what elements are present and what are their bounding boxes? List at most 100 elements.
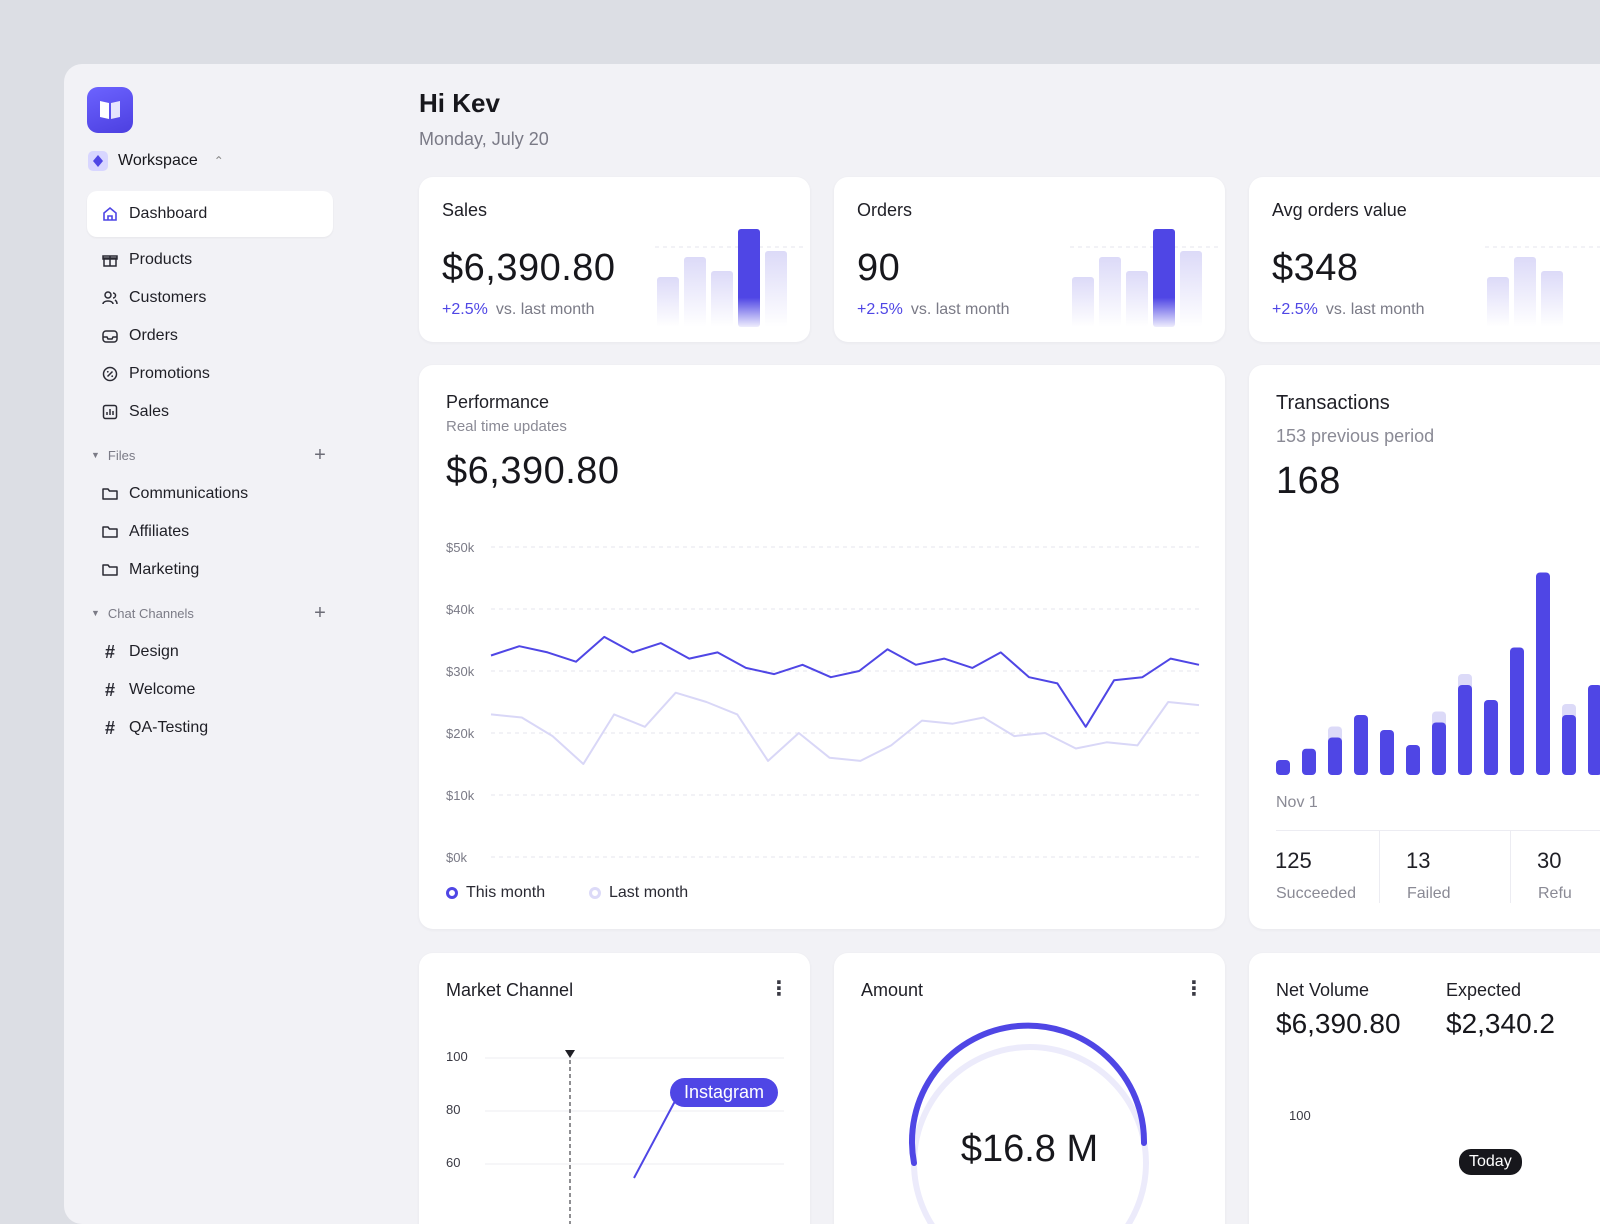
net-volume-title: Net Volume <box>1276 980 1370 1000</box>
stat-refunded-label: Refu <box>1538 885 1572 902</box>
gift-icon <box>102 255 118 267</box>
legend-label: Last month <box>609 884 689 901</box>
sidebar-item-products[interactable]: Products <box>87 241 333 279</box>
sidebar-item-label: Welcome <box>129 681 196 698</box>
workspace-icon <box>88 151 108 171</box>
sidebar-item-label: Promotions <box>129 365 210 382</box>
folder-icon <box>102 526 118 538</box>
amount-arc <box>909 1022 1148 1166</box>
sidebar-item-label: Products <box>129 251 193 268</box>
net-volume-value: $6,390.80 <box>1276 1008 1401 1039</box>
stat-failed-label: Failed <box>1407 885 1451 902</box>
performance-title: Performance <box>446 392 550 412</box>
sidebar-item-customers[interactable]: Customers <box>87 279 333 317</box>
chat-section-label: Chat Channels <box>107 605 194 621</box>
kpi-delta: +2.5% vs. last month <box>1272 301 1425 319</box>
spark-bar <box>1099 257 1121 327</box>
expected-title: Expected <box>1446 980 1522 1000</box>
kpi-card-avg-order-value[interactable]: Avg orders value $348 +2.5% vs. last mont… <box>1249 177 1600 342</box>
y-tick-label: $20k <box>446 726 475 741</box>
stat-refunded-value: 30 <box>1537 848 1562 873</box>
y-tick-label: 100 <box>1289 1108 1311 1123</box>
y-tick-label: $0k <box>446 850 467 865</box>
chat-channels-section-header[interactable]: ▼ Chat Channels + <box>87 593 333 633</box>
performance-card: Performance Real time updates $6,390.80 … <box>419 365 1225 929</box>
series-line <box>490 691 1200 765</box>
sidebar-item-label: Marketing <box>129 561 200 578</box>
kpi-delta-text: vs. last month <box>1325 301 1425 318</box>
sidebar-item-promotions[interactable]: Promotions <box>87 355 333 393</box>
divider <box>1510 831 1511 903</box>
stat-succeeded-label: Succeeded <box>1276 885 1357 902</box>
sidebar-item-qa-testing[interactable]: # QA-Testing <box>87 709 333 747</box>
transaction-bar <box>1510 647 1524 775</box>
series-line <box>490 635 1200 728</box>
y-tick-label: 60 <box>446 1155 461 1170</box>
inbox-icon <box>102 330 118 343</box>
transactions-title: Transactions <box>1276 392 1390 414</box>
spark-bar <box>684 257 706 327</box>
sidebar-item-label: Sales <box>129 403 170 420</box>
home-icon <box>103 206 117 221</box>
add-channel-icon[interactable]: + <box>314 601 326 624</box>
legend-this-month[interactable]: This month <box>446 884 545 902</box>
spark-bar <box>1126 271 1148 327</box>
divider <box>1379 831 1380 903</box>
legend-last-month[interactable]: Last month <box>589 884 688 902</box>
add-file-icon[interactable]: + <box>314 443 326 466</box>
kpi-sparkbars <box>655 229 805 327</box>
kpi-value: 90 <box>857 247 901 289</box>
kpi-delta: +2.5% vs. last month <box>442 301 595 319</box>
sidebar-item-label: Affiliates <box>129 523 190 540</box>
kpi-value: $348 <box>1272 247 1359 289</box>
transaction-bar <box>1588 685 1600 775</box>
kpi-delta-percent: +2.5% <box>857 301 903 318</box>
sidebar-item-affiliates[interactable]: Affiliates <box>87 513 333 551</box>
caret-down-icon: ▼ <box>91 608 100 618</box>
hash-icon: # <box>104 641 115 662</box>
spark-bar <box>657 277 679 327</box>
hash-icon: # <box>104 679 115 700</box>
transaction-bar <box>1432 722 1446 775</box>
more-options-icon[interactable]: ⋮ <box>1184 978 1204 1000</box>
instagram-tooltip[interactable]: Instagram <box>670 1078 779 1107</box>
kpi-sparkbars <box>1485 246 1600 327</box>
folder-icon <box>102 564 118 576</box>
legend-dot <box>589 887 601 899</box>
kpi-delta-percent: +2.5% <box>1272 301 1318 318</box>
transaction-bar <box>1302 748 1316 775</box>
today-tooltip[interactable]: Today <box>1459 1149 1522 1175</box>
workspace-label: Workspace <box>118 152 198 169</box>
amount-donut-chart <box>909 1022 1149 1224</box>
kpi-card-orders[interactable]: Orders 90 +2.5% vs. last month <box>834 177 1225 342</box>
sidebar-item-sales[interactable]: Sales <box>87 393 333 431</box>
transactions-card: Transactions 153 previous period 168 Nov… <box>1249 365 1600 929</box>
spark-bar <box>1541 271 1563 327</box>
amount-card: Amount ⋮ $16.8 M <box>834 953 1225 1224</box>
app-logo-icon[interactable] <box>87 87 133 133</box>
legend-dot <box>446 887 458 899</box>
spark-bar <box>1072 277 1094 327</box>
kpi-delta-percent: +2.5% <box>442 301 488 318</box>
kpi-delta-text: vs. last month <box>910 301 1010 318</box>
page-date: Monday, July 20 <box>419 129 549 149</box>
sidebar-item-label: Design <box>129 643 179 660</box>
sidebar-item-dashboard[interactable]: Dashboard <box>87 191 333 237</box>
y-tick-label: 80 <box>446 1102 461 1117</box>
transactions-x-label: Nov 1 <box>1276 794 1318 811</box>
transaction-bar <box>1380 730 1394 775</box>
sidebar-item-design[interactable]: # Design <box>87 633 333 671</box>
workspace-switcher[interactable]: Workspace ⌃ <box>88 151 224 171</box>
sidebar-item-marketing[interactable]: Marketing <box>87 551 333 589</box>
sidebar-item-welcome[interactable]: # Welcome <box>87 671 333 709</box>
transaction-bar <box>1354 715 1368 775</box>
kpi-card-sales[interactable]: Sales $6,390.80 +2.5% vs. last month <box>419 177 810 342</box>
files-section-label: Files <box>107 447 136 463</box>
more-options-icon[interactable]: ⋮ <box>769 978 789 1000</box>
sidebar-item-orders[interactable]: Orders <box>87 317 333 355</box>
sidebar-item-label: Customers <box>129 289 207 306</box>
transaction-bar <box>1276 760 1290 775</box>
amount-value: $16.8 M <box>960 1128 1099 1170</box>
sidebar-item-communications[interactable]: Communications <box>87 475 333 513</box>
files-section-header[interactable]: ▼ Files + <box>87 435 333 475</box>
